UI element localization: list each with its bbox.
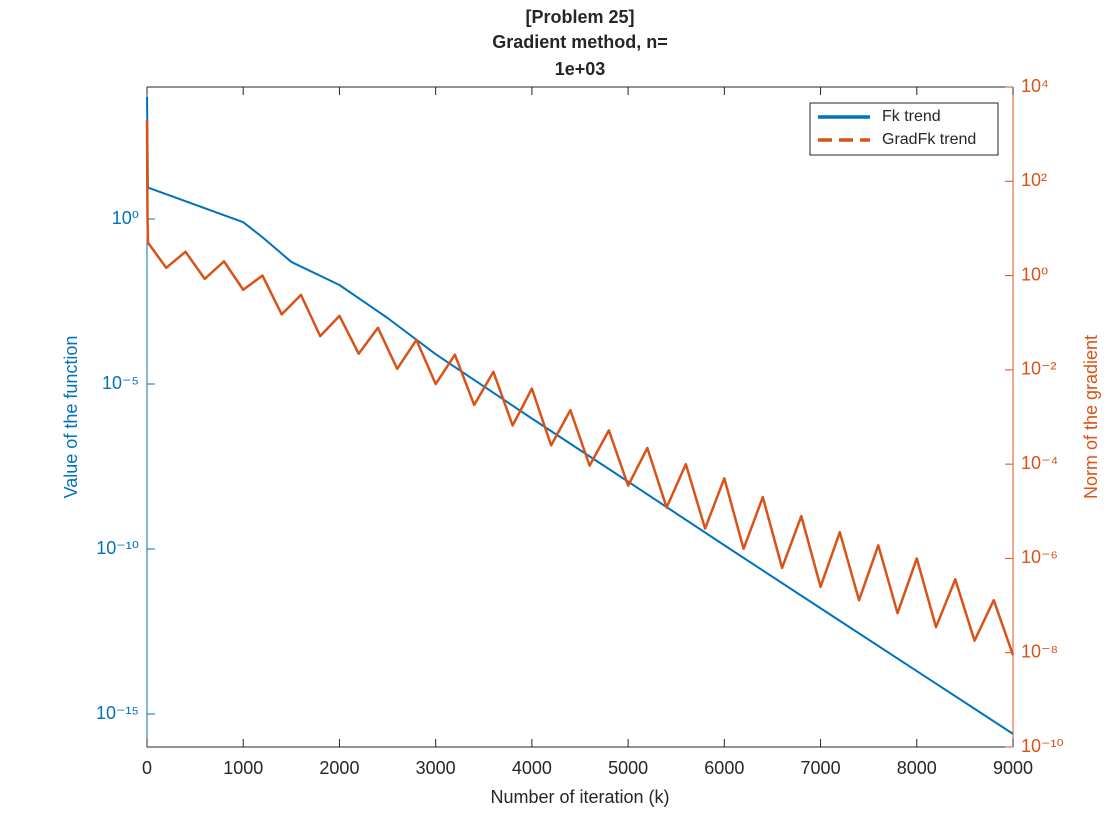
y2-axis-label: Norm of the gradient: [1081, 335, 1101, 499]
y2-tick-label: 10⁻⁸: [1021, 641, 1058, 661]
y-tick-label: 10⁻¹⁵: [96, 703, 139, 723]
x-axis-label: Number of iteration (k): [490, 787, 669, 807]
x-tick-label: 9000: [993, 758, 1033, 778]
chart-title: [Problem 25]: [525, 7, 634, 27]
y2-tick-label: 10²: [1021, 170, 1047, 190]
legend-label: GradFk trend: [882, 131, 976, 148]
chart-title: 1e+03: [555, 59, 606, 79]
x-tick-label: 7000: [801, 758, 841, 778]
y-tick-label: 10⁻⁵: [102, 373, 139, 393]
legend-label: Fk trend: [882, 108, 941, 125]
x-tick-label: 3000: [416, 758, 456, 778]
x-tick-label: 5000: [608, 758, 648, 778]
x-tick-label: 8000: [897, 758, 937, 778]
x-tick-label: 4000: [512, 758, 552, 778]
series-line: [146, 96, 1014, 735]
x-tick-label: 2000: [319, 758, 359, 778]
series-line: [145, 119, 1015, 656]
y2-tick-label: 10⁴: [1021, 76, 1049, 96]
y2-tick-label: 10⁻¹⁰: [1021, 736, 1064, 756]
y-tick-label: 10⁻¹⁰: [96, 538, 139, 558]
y2-tick-label: 10⁰: [1021, 264, 1048, 284]
chart-title: Gradient method, n=: [492, 32, 668, 52]
y2-tick-label: 10⁻⁶: [1021, 547, 1058, 567]
y-tick-label: 10⁰: [112, 208, 139, 228]
y-axis-label: Value of the function: [61, 336, 81, 499]
y2-tick-label: 10⁻²: [1021, 359, 1057, 379]
y2-tick-label: 10⁻⁴: [1021, 453, 1058, 473]
legend-box: [809, 102, 999, 156]
x-tick-label: 6000: [704, 758, 744, 778]
x-tick-label: 1000: [223, 758, 263, 778]
x-tick-label: 0: [142, 758, 152, 778]
